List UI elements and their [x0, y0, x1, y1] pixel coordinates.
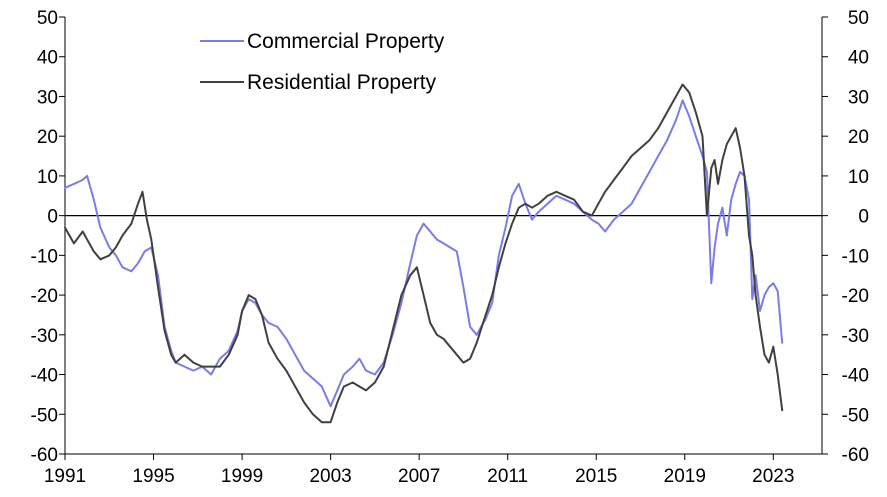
x-tick-label-2011: 2011 [487, 466, 528, 487]
legend-label-commercial: Commercial Property [247, 30, 445, 53]
right-y-tick-label-minus-30: -30 [842, 326, 869, 347]
left-y-tick-label-20: 20 [37, 127, 58, 148]
right-y-tick-label-minus-20: -20 [842, 286, 869, 307]
right-y-tick-label-minus-50: -50 [842, 405, 869, 426]
right-y-tick-label-50: 50 [848, 8, 869, 29]
left-y-axis-ticks: 50 40 30 20 10 0 -10 -20 -30 -40 -50 -60 [31, 8, 65, 466]
left-y-tick-label-minus-20: -20 [31, 286, 58, 307]
x-tick-label-2003: 2003 [309, 466, 351, 487]
right-y-tick-label-10: 10 [848, 167, 869, 188]
right-y-tick-label-minus-10: -10 [842, 246, 869, 267]
left-y-tick-label-40: 40 [37, 48, 58, 69]
left-y-tick-label-minus-30: -30 [31, 326, 58, 347]
x-tick-label-2019: 2019 [664, 466, 706, 487]
x-tick-label-1991: 1991 [44, 466, 86, 487]
right-y-tick-label-minus-60: -60 [842, 445, 869, 466]
series-layer [64, 83, 784, 424]
left-y-tick-label-50: 50 [37, 8, 58, 29]
x-tick-label-2023: 2023 [752, 466, 794, 487]
left-y-tick-label-minus-40: -40 [31, 366, 58, 387]
x-tick-label-2015: 2015 [575, 466, 617, 487]
right-y-tick-label-30: 30 [848, 87, 869, 108]
residential-property-series-line [64, 83, 784, 424]
x-tick-label-2007: 2007 [398, 466, 440, 487]
legend: Commercial Property Residential Property [200, 30, 445, 94]
x-tick-label-1999: 1999 [221, 466, 263, 487]
x-tick-label-1995: 1995 [132, 466, 174, 487]
left-y-tick-label-0: 0 [47, 207, 58, 228]
left-y-tick-label-10: 10 [37, 167, 58, 188]
commercial-property-series-line [64, 99, 784, 408]
right-y-tick-label-40: 40 [848, 48, 869, 69]
right-y-tick-label-0: 0 [858, 207, 869, 228]
x-axis-ticks: 1991 1995 1999 2003 2007 2011 2015 2019 2023 [44, 454, 794, 487]
left-y-tick-label-30: 30 [37, 87, 58, 108]
legend-label-residential: Residential Property [247, 71, 437, 94]
right-y-tick-label-minus-40: -40 [842, 366, 869, 387]
left-y-tick-label-minus-50: -50 [31, 405, 58, 426]
legend-entry-residential: Residential Property [200, 71, 437, 94]
right-y-axis-ticks: 50 40 30 20 10 0 -10 -20 -30 -40 -50 -60 [822, 8, 869, 466]
legend-entry-commercial: Commercial Property [200, 30, 445, 53]
left-y-tick-label-minus-10: -10 [31, 246, 58, 267]
left-y-tick-label-minus-60: -60 [31, 445, 58, 466]
right-y-tick-label-20: 20 [848, 127, 869, 148]
